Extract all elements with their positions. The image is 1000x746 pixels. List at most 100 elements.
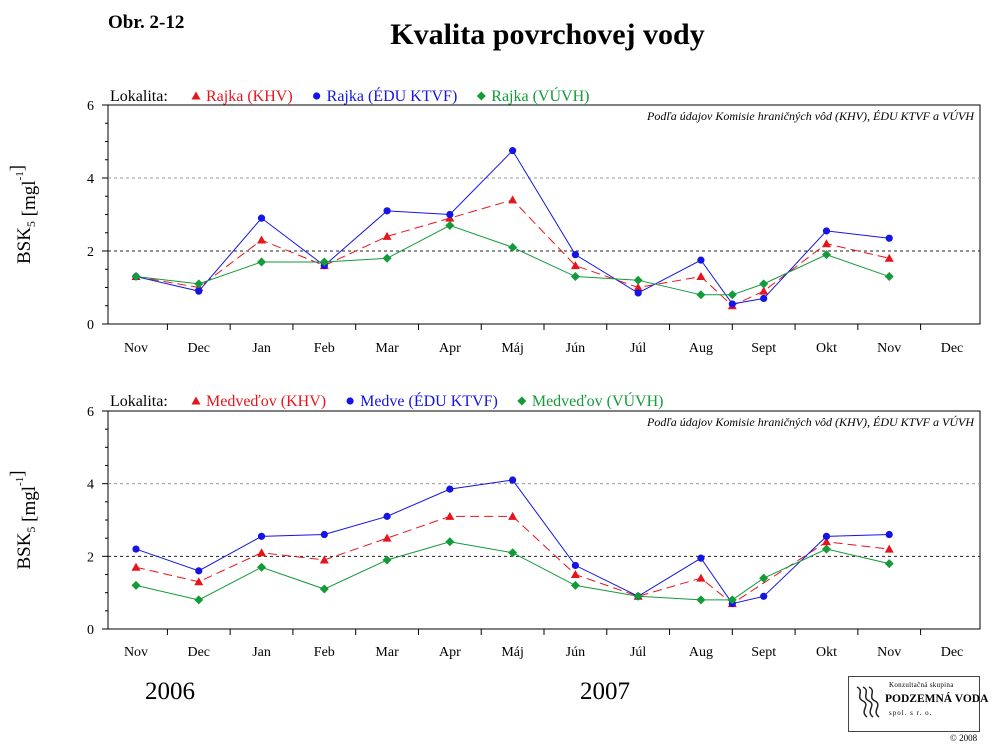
chart2-data-point — [320, 530, 328, 539]
chart2-data-point — [194, 595, 204, 605]
year-label-2007: 2007 — [580, 678, 630, 705]
chart2-data-point — [131, 562, 141, 571]
chart2-data-point — [131, 580, 141, 590]
chart1-legend-label: Rajka (VÚVH) — [491, 86, 589, 105]
chart2-legend-label: Medveďov (KHV) — [206, 393, 326, 410]
chart2-source-note: Podľa údajov Komisie hraničných vôd (KHV… — [646, 415, 975, 429]
logo-small-text: Konzultačná skupina — [889, 681, 954, 689]
chart2-data-point — [697, 554, 705, 562]
chart1-legend-label: Rajka (ÉDU KTVF) — [327, 86, 458, 105]
chart2-data-point — [257, 532, 266, 540]
chart2-data-point — [446, 485, 454, 493]
chart1-data-point — [759, 286, 769, 295]
chart2-data-point — [696, 573, 706, 582]
chart2-data-point — [570, 570, 580, 578]
chart2-legend-label: Medveďov (VÚVH) — [532, 391, 664, 410]
chart1-data-point — [727, 290, 737, 300]
chart2-data-point — [132, 545, 140, 553]
chart1-data-point — [445, 220, 455, 230]
chart1-data-point — [446, 210, 454, 219]
chart1-legend-marker — [191, 91, 201, 100]
chart1-series-line — [135, 199, 890, 307]
chart1-data-point — [570, 272, 580, 282]
chart1-data-point — [728, 300, 736, 308]
chart1-plot-frame — [107, 104, 981, 325]
chart2-legend-marker — [517, 396, 527, 406]
chart1-x-tick-label: Jún — [566, 341, 585, 356]
chart2-series-line — [135, 515, 890, 605]
chart2-data-point — [570, 580, 580, 590]
chart2-x-tick-label: Jún — [566, 645, 585, 660]
chart1-legend-marker — [476, 91, 486, 101]
chart2-y-tick-label: 2 — [87, 550, 94, 565]
chart2-data-point — [382, 555, 392, 565]
chart1-data-point — [633, 275, 643, 285]
chart1-x-tick-label: Dec — [187, 341, 210, 356]
chart2-data-point — [696, 595, 706, 605]
chart2-data-point — [445, 537, 455, 547]
logo-company-name: PODZEMNÁ VODA — [885, 693, 989, 705]
chart1-x-tick-label: Jan — [252, 341, 271, 356]
chart2-data-point — [821, 537, 831, 546]
chart2-x-tick-label: Apr — [439, 645, 461, 660]
chart2-data-point — [257, 548, 267, 557]
chart2-x-tick-label: Mar — [375, 645, 399, 660]
year-label-2006: 2006 — [145, 678, 195, 705]
chart1-y-tick-label: 6 — [87, 99, 94, 114]
copyright-text: © 2008 — [950, 733, 978, 743]
chart1-x-tick-label: Máj — [501, 341, 524, 356]
chart1-series-line — [135, 149, 890, 305]
chart2-data-point — [257, 562, 267, 572]
chart1-y-axis-label: BSK5 [mgl-1] — [7, 165, 40, 264]
chart2-data-point — [727, 595, 737, 605]
chart2-plot-frame — [107, 410, 981, 630]
logo-sub-text: spol. s r. o. — [889, 709, 933, 717]
chart1-data-point — [885, 234, 893, 242]
chart1-y-tick-label: 4 — [87, 172, 94, 187]
chart1-data-point — [821, 250, 831, 260]
chart1-data-point — [760, 294, 768, 303]
chart-title: Kvalita povrchovej vody — [390, 18, 705, 51]
chart2-x-tick-label: Nov — [877, 645, 901, 660]
chart2-data-point — [884, 544, 894, 553]
chart1-data-point — [131, 272, 141, 282]
chart2-x-tick-label: Feb — [314, 645, 335, 660]
chart1-data-point — [570, 261, 580, 270]
chart2-x-tick-label: Dec — [187, 645, 210, 660]
chart1-data-point — [759, 279, 769, 289]
logo-wave-icon — [856, 686, 880, 718]
chart1-data-point — [509, 147, 517, 155]
chart2-x-tick-label: Máj — [501, 645, 524, 660]
chart1-series-line — [135, 224, 890, 296]
chart1-data-point — [194, 279, 204, 289]
chart1-data-point — [633, 283, 643, 291]
chart1-legend-marker — [313, 92, 321, 100]
chart1-data-point — [382, 253, 392, 263]
chart2-x-tick-label: Jan — [252, 645, 271, 660]
chart2-data-point — [509, 476, 517, 484]
chart2-data-point — [884, 559, 894, 569]
chart1-data-point — [821, 239, 831, 248]
chart2-x-tick-label: Nov — [124, 645, 148, 660]
chart1-x-tick-label: Apr — [439, 341, 461, 356]
chart2-legend-label: Medve (ÉDU KTVF) — [360, 391, 498, 410]
chart1-data-point — [257, 257, 267, 267]
chart2-data-point — [194, 577, 204, 586]
chart1-data-point — [634, 289, 642, 297]
chart2-data-point — [759, 573, 769, 583]
chart1-y-tick-label: 0 — [87, 318, 94, 333]
chart2-x-tick-label: Júl — [630, 645, 646, 660]
chart2-legend-marker — [346, 397, 354, 405]
chart2-data-point — [195, 567, 203, 575]
chart1-x-tick-label: Júl — [630, 341, 646, 356]
chart2-data-point — [382, 533, 392, 542]
chart1-data-point — [508, 195, 518, 204]
chart1-legend-label: Rajka (KHV) — [206, 88, 293, 105]
chart1-x-tick-label: Okt — [816, 341, 837, 356]
chart1-data-point — [696, 290, 706, 300]
chart2-data-point — [508, 511, 518, 520]
chart1-data-point — [884, 253, 894, 262]
chart2-series-line — [135, 541, 890, 601]
figure-label: Obr. 2-12 — [108, 12, 185, 33]
chart2-x-tick-label: Sept — [751, 645, 776, 660]
